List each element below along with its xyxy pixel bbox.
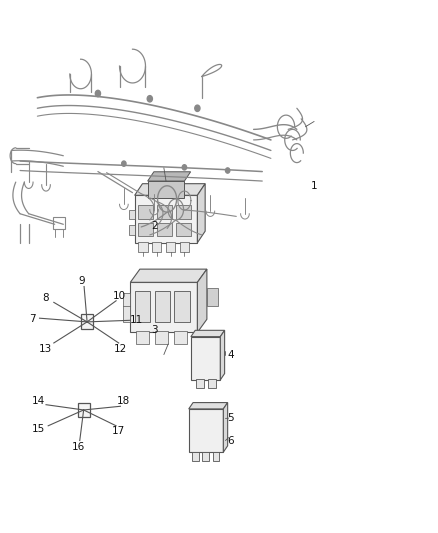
Bar (130, 225, 134, 235)
Text: 6: 6 (228, 435, 234, 446)
Bar (202, 451, 209, 461)
Polygon shape (223, 402, 228, 452)
Circle shape (95, 90, 100, 96)
Polygon shape (148, 172, 191, 181)
Bar (196, 379, 204, 388)
Bar (176, 223, 191, 237)
Text: 8: 8 (43, 293, 49, 303)
Bar (138, 223, 153, 237)
Bar (176, 205, 191, 219)
Text: 15: 15 (32, 424, 45, 434)
Circle shape (122, 161, 126, 166)
Bar (174, 292, 190, 322)
Text: 10: 10 (113, 290, 126, 301)
Bar (138, 241, 148, 252)
Text: 1: 1 (311, 181, 317, 191)
Bar (138, 205, 153, 219)
Bar (157, 223, 172, 237)
Text: 11: 11 (129, 316, 143, 325)
Bar (155, 332, 168, 344)
Bar (155, 292, 170, 322)
Text: 2: 2 (151, 221, 157, 231)
Text: 5: 5 (228, 414, 234, 423)
Bar (148, 181, 184, 198)
Bar (135, 332, 148, 344)
Text: 3: 3 (151, 325, 157, 335)
Text: 17: 17 (112, 426, 125, 436)
Polygon shape (131, 269, 207, 282)
Circle shape (182, 165, 187, 170)
Text: 9: 9 (78, 276, 85, 286)
Text: 12: 12 (114, 344, 127, 354)
Bar (191, 337, 220, 380)
Bar (208, 379, 216, 388)
Bar (207, 288, 218, 306)
Polygon shape (191, 330, 225, 337)
Bar (166, 241, 175, 252)
Bar (192, 451, 199, 461)
Circle shape (147, 95, 152, 102)
Text: 4: 4 (228, 350, 234, 360)
Bar (173, 332, 187, 344)
Bar (134, 195, 198, 243)
Bar (130, 209, 134, 219)
Bar (53, 217, 66, 229)
Circle shape (226, 168, 230, 173)
Polygon shape (134, 184, 205, 195)
Circle shape (195, 105, 200, 111)
Bar (152, 241, 162, 252)
Bar (131, 282, 198, 333)
Bar (123, 293, 131, 322)
Polygon shape (198, 269, 207, 333)
Bar (134, 292, 150, 322)
Polygon shape (198, 184, 205, 243)
Bar (81, 314, 93, 329)
Bar (189, 409, 223, 452)
Text: 13: 13 (39, 344, 52, 354)
Text: 7: 7 (29, 314, 35, 324)
Bar (157, 205, 172, 219)
Bar (78, 402, 90, 417)
Text: 14: 14 (32, 396, 45, 406)
Bar (180, 241, 189, 252)
Text: 18: 18 (117, 396, 130, 406)
Polygon shape (189, 402, 228, 409)
Text: 16: 16 (72, 442, 85, 453)
Bar (212, 451, 219, 461)
Polygon shape (220, 330, 225, 380)
